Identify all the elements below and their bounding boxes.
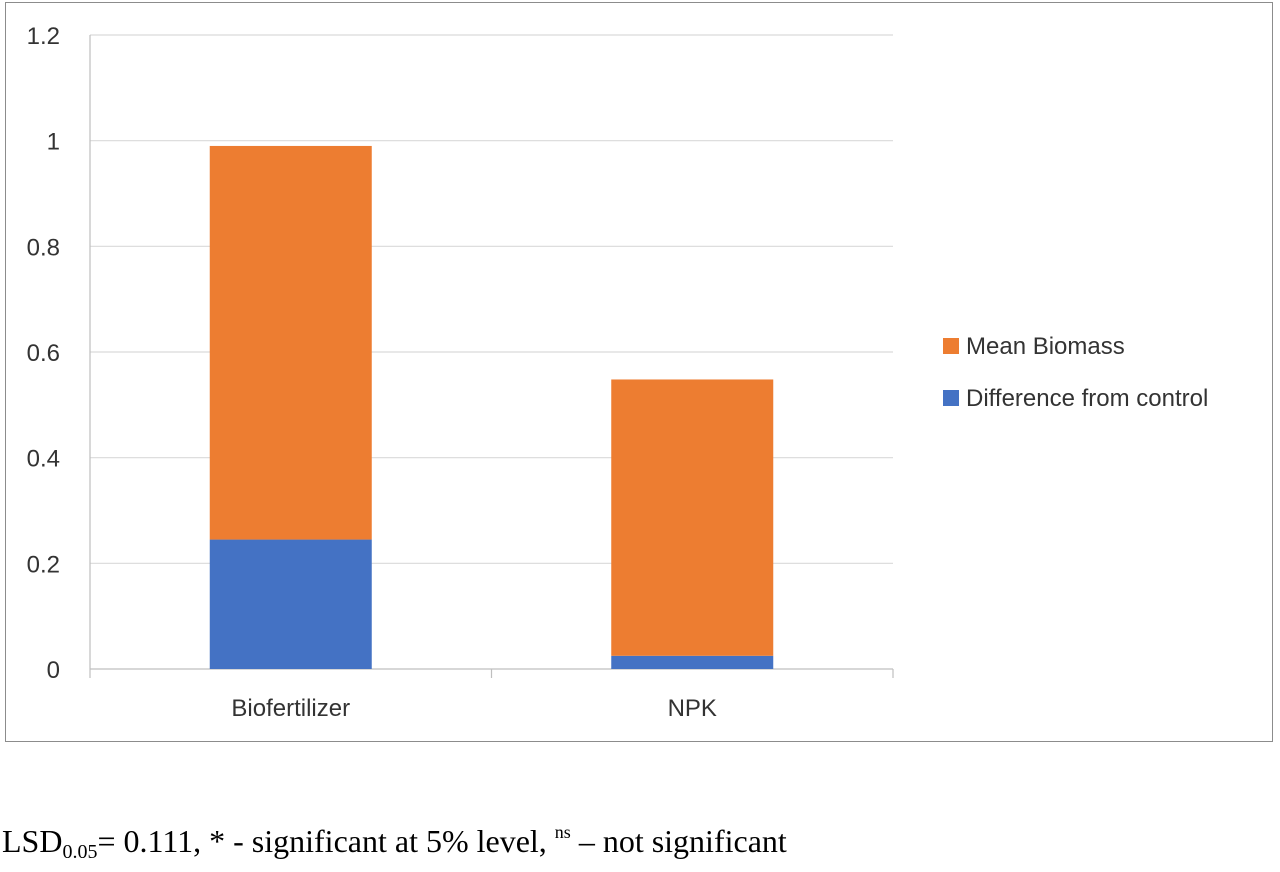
y-tick-label: 0.4 bbox=[27, 446, 60, 473]
bar-difference-from-control bbox=[611, 655, 774, 669]
legend-label: Mean Biomass bbox=[966, 333, 1125, 360]
stacked-bar-chart: 0 0.2 0.4 0.6 0.8 1 1.2 Biofertilizer NPK Mean Bi… bbox=[27, 23, 1209, 722]
footnote-ns-superscript: ns bbox=[554, 822, 571, 842]
y-tick-label: 0 bbox=[47, 657, 60, 684]
footnote: LSD0.05= 0.111, * - significant at 5% le… bbox=[2, 812, 787, 872]
legend-swatch bbox=[943, 338, 959, 354]
chart-frame: 0 0.2 0.4 0.6 0.8 1 1.2 Biofertilizer NPK Mean Bi… bbox=[5, 2, 1273, 742]
legend-swatch bbox=[943, 390, 959, 406]
footnote-lsd-subscript: 0.05 bbox=[62, 841, 98, 863]
bar-mean-biomass bbox=[209, 145, 372, 540]
x-tick-label: Biofertilizer bbox=[231, 695, 350, 722]
y-tick-label: 1 bbox=[47, 129, 60, 156]
legend-label: Difference from control bbox=[966, 385, 1208, 412]
y-tick-label: 0.6 bbox=[27, 340, 60, 367]
y-tick-label: 0.8 bbox=[27, 234, 60, 261]
y-tick-label: 1.2 bbox=[27, 23, 60, 50]
bar-difference-from-control bbox=[209, 539, 372, 669]
bar-mean-biomass bbox=[611, 379, 774, 656]
footnote-ns-text: – not significant bbox=[570, 823, 787, 859]
x-tick-label: NPK bbox=[668, 695, 717, 722]
footnote-lsd-prefix: LSD bbox=[2, 823, 63, 859]
footnote-lsd-text: = 0.111, * - significant at 5% level, bbox=[97, 823, 555, 859]
y-tick-label: 0.2 bbox=[27, 551, 60, 578]
